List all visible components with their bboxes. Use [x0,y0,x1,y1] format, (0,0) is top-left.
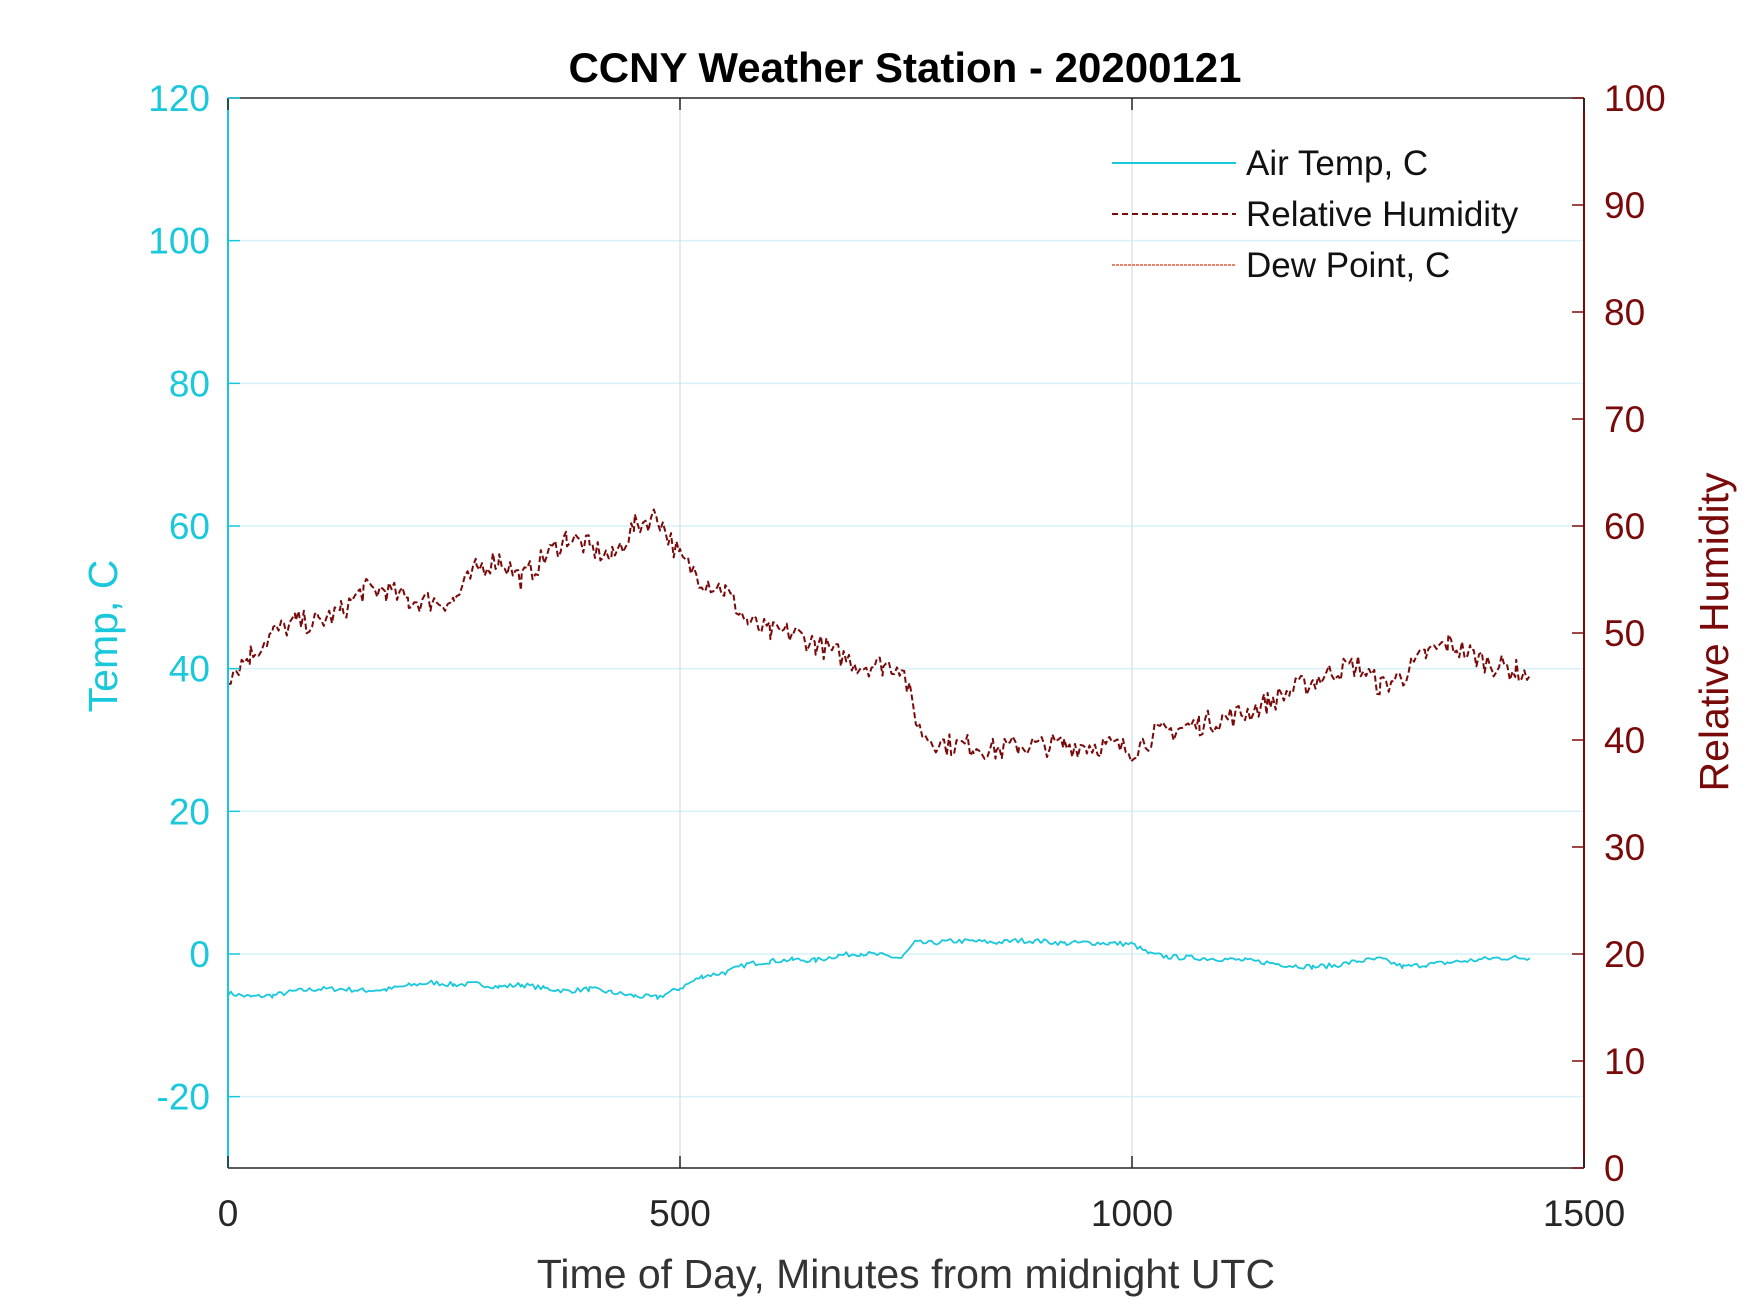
y-right-tick-label: 0 [1604,1148,1625,1189]
y-axis-label-right: Relative Humidity [1691,472,1737,791]
y-axis-label-left: Temp, C [80,560,126,713]
x-tick-label: 0 [218,1193,239,1234]
series-line-0 [227,937,1531,1000]
y-left-tick-label: 80 [169,363,210,404]
y-left-tick-label: 20 [169,791,210,832]
series-line-1 [227,508,1531,763]
y-left-tick-label: 120 [148,78,210,119]
y-left-tick-label: -20 [157,1077,210,1118]
y-right-tick-label: 70 [1604,399,1645,440]
legend: Air Temp, C Relative Humidity Dew Point, C [1112,144,1519,285]
y-right-tick-label: 80 [1604,292,1645,333]
x-tick-label: 500 [649,1193,711,1234]
y-right-tick-label: 50 [1604,613,1645,654]
x-axis-label: Time of Day, Minutes from midnight UTC [537,1251,1275,1297]
legend-label-1: Relative Humidity [1246,195,1519,234]
y-right-tick-label: 90 [1604,185,1645,226]
axes: 0 500 1000 1500120100806040200-201009080706… [148,78,1665,1234]
y-left-tick-label: 40 [169,649,210,690]
y-right-tick-label: 10 [1604,1041,1645,1082]
y-left-tick-label: 100 [148,221,210,262]
legend-label-0: Air Temp, C [1246,144,1428,183]
y-right-tick-label: 30 [1604,827,1645,868]
y-right-tick-label: 20 [1604,934,1645,975]
chart-title: CCNY Weather Station - 20200121 [568,44,1241,91]
y-left-tick-label: 0 [189,934,210,975]
y-right-tick-label: 60 [1604,506,1645,547]
series-lines [227,508,1531,1000]
y-right-tick-label: 100 [1604,78,1666,119]
y-right-tick-label: 40 [1604,720,1645,761]
grid-lines [228,98,1584,1168]
legend-label-2: Dew Point, C [1246,246,1450,285]
y-left-tick-label: 60 [169,506,210,547]
x-tick-label: 1500 [1543,1193,1625,1234]
x-tick-label: 1000 [1091,1193,1173,1234]
